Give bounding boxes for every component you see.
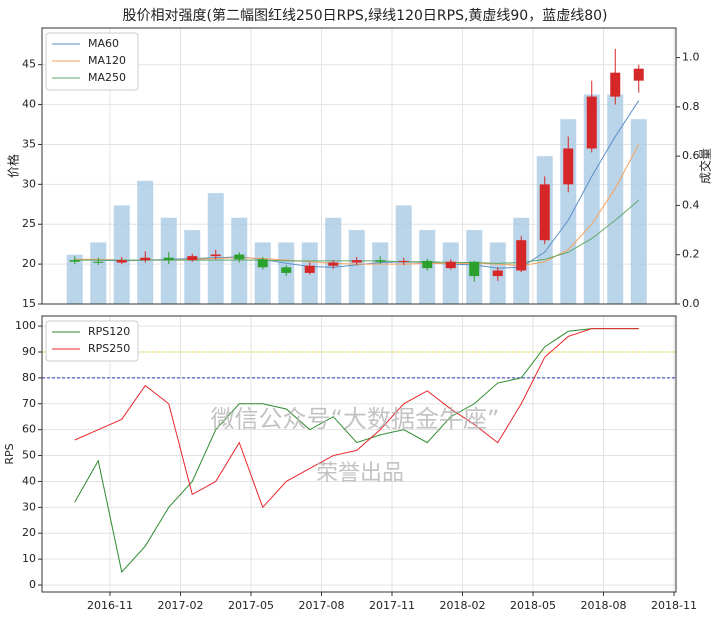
y-tick-label: 80 (22, 371, 36, 384)
candle-body (516, 240, 527, 271)
candle-body (328, 262, 339, 266)
candle-body (257, 259, 268, 268)
candle-body (281, 267, 292, 273)
y-tick-label: 30 (22, 177, 36, 190)
series-line (74, 328, 639, 509)
y-tick-label: 40 (22, 98, 36, 111)
y-axis-label: 价格 (6, 154, 21, 178)
x-tick-label: 2017-02 (158, 599, 204, 612)
volume-bar (137, 180, 154, 304)
candle-body (187, 256, 198, 261)
y2-tick-label: 0.4 (682, 198, 700, 211)
candle-body (210, 254, 221, 257)
candle-body (398, 260, 409, 262)
y2-tick-label: 0.8 (682, 100, 700, 113)
candle-body (375, 260, 386, 262)
y-tick-label: 25 (22, 217, 36, 230)
candle-body (69, 260, 80, 262)
volume-bar (207, 193, 224, 304)
legend-label: RPS120 (88, 325, 130, 338)
y-tick-label: 60 (22, 423, 36, 436)
legend-box (45, 32, 139, 91)
y2-axis-label: 成交量 (698, 148, 713, 184)
x-tick-label: 2018-02 (440, 599, 486, 612)
y-tick-label: 45 (22, 58, 36, 71)
watermark: 荣誉出品 (316, 461, 404, 486)
y2-tick-label: 0.2 (682, 248, 700, 261)
candle-body (116, 260, 127, 263)
y-axis-label: RPS (3, 443, 16, 464)
y-tick-label: 30 (22, 500, 36, 513)
legend-label: MA60 (88, 37, 119, 50)
y-tick-label: 35 (22, 137, 36, 150)
x-tick-label: 2017-05 (228, 599, 274, 612)
y-tick-label: 10 (22, 552, 36, 565)
volume-bar (184, 230, 201, 304)
candle-body (586, 96, 597, 149)
y-tick-label: 70 (22, 397, 36, 410)
x-tick-label: 2018-05 (510, 599, 556, 612)
candle-body (163, 257, 174, 261)
legend-box (45, 320, 139, 362)
candle-body (633, 68, 644, 81)
volume-bar (348, 230, 365, 304)
x-tick-label: 2016-11 (87, 599, 133, 612)
volume-bar (254, 242, 271, 304)
candle-body (140, 257, 151, 261)
y-tick-label: 20 (22, 526, 36, 539)
x-tick-label: 2017-08 (299, 599, 345, 612)
y-tick-label: 15 (22, 297, 36, 310)
y-tick-label: 100 (15, 319, 36, 332)
x-tick-label: 2017-11 (369, 599, 415, 612)
chart-title: 股价相对强度(第二幅图红线250日RPS,绿线120日RPS,黄虚线90，蓝虚线… (122, 7, 607, 24)
volume-bar (442, 242, 459, 304)
candle-body (492, 270, 503, 277)
volume-bar (395, 205, 412, 304)
candle-body (422, 260, 433, 269)
y2-tick-label: 1.0 (682, 51, 700, 64)
candle-body (234, 254, 245, 260)
volume-bar (372, 242, 389, 304)
y-tick-label: 90 (22, 345, 36, 358)
candle-body (445, 261, 456, 269)
candle-body (610, 72, 621, 97)
y2-tick-label: 0.0 (682, 297, 700, 310)
candle-body (304, 265, 315, 273)
legend-label: MA250 (88, 71, 126, 84)
plot-frame (41, 315, 677, 593)
candle-body (563, 148, 574, 185)
y-tick-label: 40 (22, 474, 36, 487)
y-tick-label: 0 (29, 578, 36, 591)
volume-bar (630, 119, 647, 304)
y-tick-label: 50 (22, 449, 36, 462)
candle-body (539, 184, 550, 241)
watermark: 微信公众号“大数据金牛座” (211, 405, 500, 433)
x-tick-label: 2018-08 (581, 599, 627, 612)
legend-label: MA120 (88, 54, 126, 67)
plot-frame (41, 27, 677, 305)
candle-body (351, 260, 362, 263)
volume-bar (90, 242, 107, 304)
volume-bar (607, 94, 624, 305)
y2-tick-label: 0.6 (682, 149, 700, 162)
x-tick-label: 2018-11 (651, 599, 697, 612)
volume-bar (113, 205, 130, 304)
candle-body (93, 261, 104, 263)
volume-bar (66, 254, 83, 304)
y-tick-label: 20 (22, 257, 36, 270)
candle-body (469, 261, 480, 277)
series-line (74, 328, 639, 574)
legend-label: RPS250 (88, 342, 130, 355)
